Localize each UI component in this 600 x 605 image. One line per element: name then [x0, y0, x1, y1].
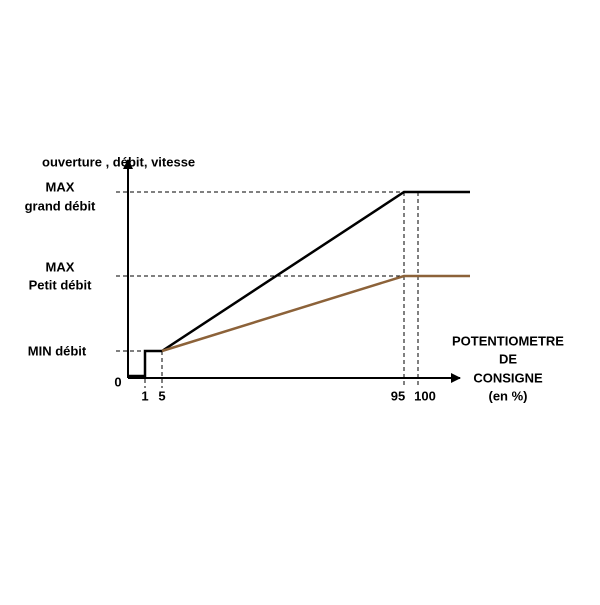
grand-debit-line [128, 190, 470, 378]
origin-label: 0 [114, 374, 121, 389]
x-tick-label: 95 [391, 388, 405, 403]
x-title: POTENTIOMETRE [452, 333, 564, 348]
x-tick-label: 5 [158, 388, 165, 403]
x-title: DE [499, 351, 517, 366]
x-title: (en %) [489, 388, 528, 403]
guides [116, 191, 419, 388]
y-title: ouverture , débit, vitesse [42, 154, 195, 169]
level-label: grand débit [25, 198, 96, 213]
level-label: MIN débit [28, 343, 87, 358]
x-tick-label: 1 [141, 388, 148, 403]
level-label: MAX [46, 259, 75, 274]
petit-debit-line [161, 274, 470, 353]
x-tick-label: 100 [414, 388, 436, 403]
level-label: Petit débit [29, 277, 93, 292]
level-label: MAX [46, 179, 75, 194]
x-title: CONSIGNE [473, 370, 543, 385]
